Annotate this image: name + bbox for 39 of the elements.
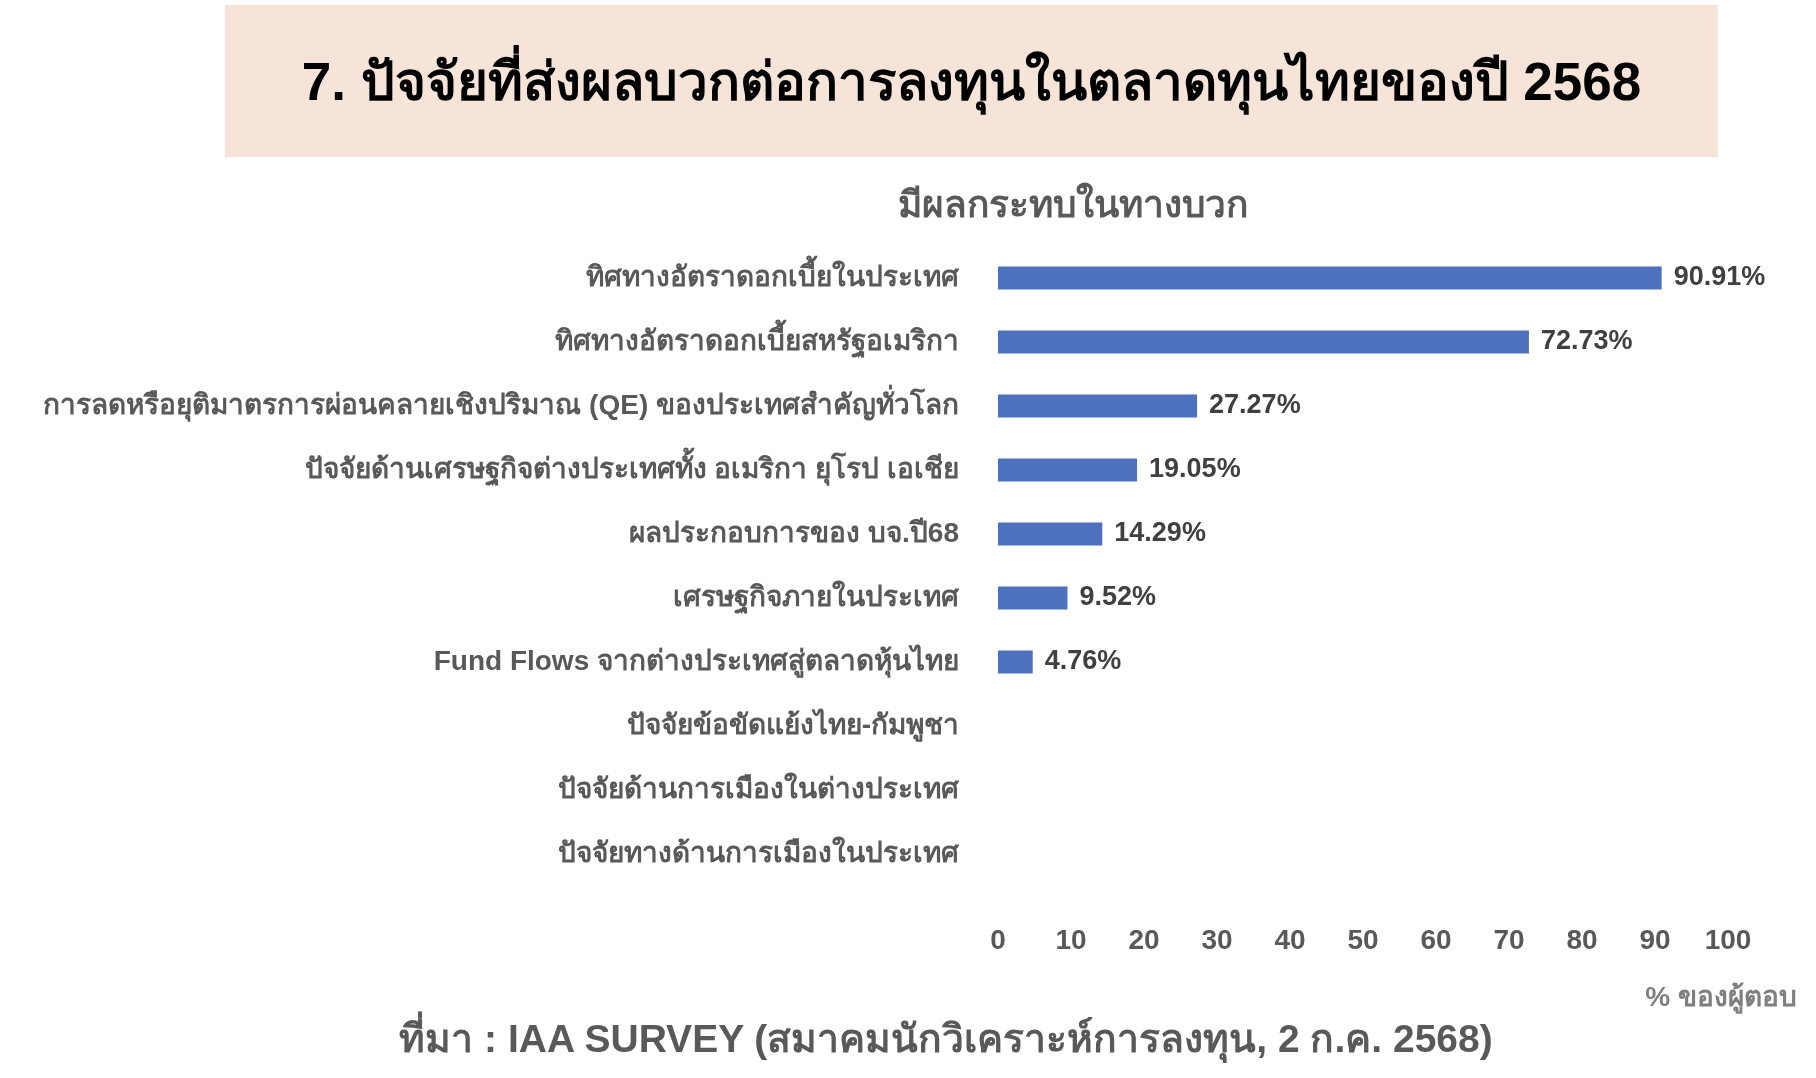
x-tick-label: 100 <box>1704 923 1752 955</box>
x-tick-label: 40 <box>1274 923 1306 955</box>
y-tick-label: ปัจจัยด้านการเมืองในต่างประเทศ <box>558 771 960 804</box>
y-tick-label: Fund Flows จากต่างประเทศสู่ตลาดหุ้นไทย <box>433 643 959 678</box>
x-tick-label: 0 <box>990 923 1006 955</box>
bar <box>998 394 1198 418</box>
text: ที่มา : IAA SURVEY (สมาคมนักวิเคราะห์การลงทุน, 2 ก.ค. 2568) <box>399 1010 1493 1063</box>
data-label: 9.52% <box>1079 581 1157 612</box>
x-axis-title: % ของผู้ตอบ <box>1645 980 1797 1014</box>
bar <box>998 586 1068 610</box>
bar <box>998 266 1662 290</box>
data-label: 4.76% <box>1044 645 1122 676</box>
bar <box>998 650 1033 674</box>
y-tick-label: ปัจจัยข้อขัดแย้งไทย-กัมพูชา <box>626 707 959 742</box>
y-tick-label: ปัจจัยทางด้านการเมืองในประเทศ <box>558 835 960 868</box>
data-label: 14.29% <box>1114 517 1206 548</box>
data-label: 27.27% <box>1209 389 1301 420</box>
x-tick-label: 60 <box>1420 923 1452 955</box>
bar <box>998 330 1529 354</box>
bar <box>998 458 1138 482</box>
data-label: 19.05% <box>1149 453 1241 484</box>
y-tick-label: เศรษฐกิจภายในประเทศ <box>673 579 960 615</box>
chart-title: 7. ปัจจัยที่ส่งผลบวกต่อการลงทุนในตลาดทุนไทยของปี 2568 <box>301 44 1642 117</box>
x-tick-label: 70 <box>1493 923 1525 955</box>
chart-subtitle: มีผลกระทบในทางบวก <box>898 182 1248 226</box>
y-tick-label: ปัจจัยด้านเศรษฐกิจต่างประเทศทั้ง อเมริกา ยุโรป เอเชีย <box>304 446 959 487</box>
bar <box>998 522 1103 546</box>
y-tick-label: ทิศทางอัตราดอกเบี้ยสหรัฐอเมริกา <box>555 318 959 359</box>
y-tick-label: ทิศทางอัตราดอกเบี้ยในประเทศ <box>586 254 960 292</box>
x-tick-label: 90 <box>1639 923 1671 955</box>
x-tick-label: 50 <box>1347 923 1379 955</box>
x-tick-label: 80 <box>1566 923 1598 955</box>
y-tick-label: ผลประกอบการของ บจ.ปี68 <box>629 516 959 548</box>
x-tick-label: 30 <box>1201 923 1233 955</box>
y-tick-label: การลดหรือยุติมาตรการผ่อนคลายเชิงปริมาณ (QE) ของประเทศสำคัญทั่วโลก <box>43 383 959 422</box>
data-label: 72.73% <box>1540 325 1633 356</box>
x-tick-label: 20 <box>1128 923 1160 955</box>
data-label: 90.91% <box>1673 261 1766 292</box>
x-tick-label: 10 <box>1055 923 1087 955</box>
